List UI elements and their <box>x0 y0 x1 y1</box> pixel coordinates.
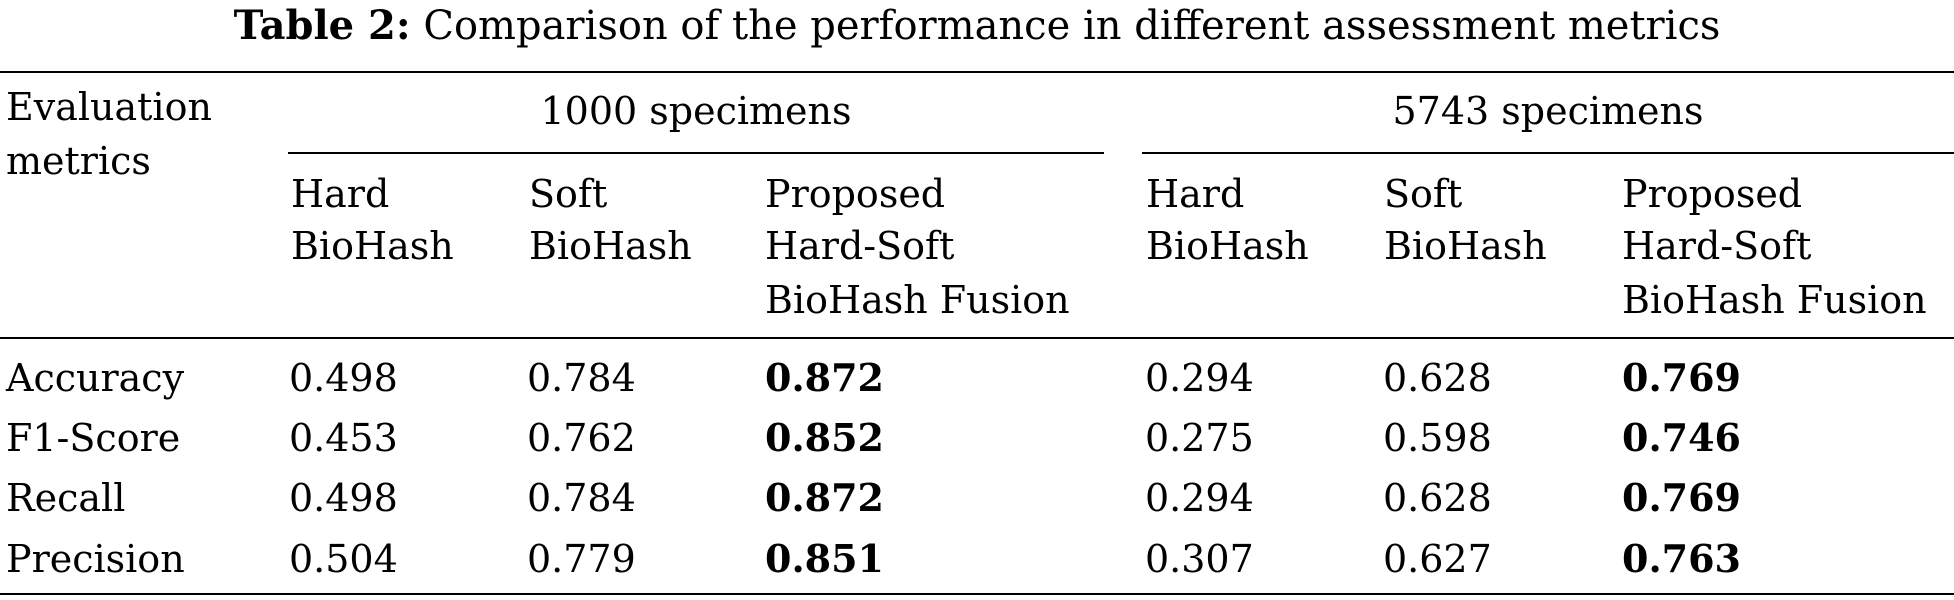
row-f1-proposed-1000: 0.852 <box>765 415 884 460</box>
col-header-proposed-5743-line-1: Proposed <box>1622 172 1803 216</box>
table-caption-label: Table 2: <box>233 2 411 49</box>
bottom-rule <box>0 593 1954 595</box>
col-header-proposed-1000-line-1: Proposed <box>765 172 946 216</box>
row-recall-hard-1000: 0.498 <box>289 476 398 520</box>
row-header-line-2: metrics <box>6 139 151 183</box>
col-header-hard-5743-line-2: BioHash <box>1146 224 1309 268</box>
col-header-soft-5743-line-1: Soft <box>1384 172 1463 216</box>
table-caption: Table 2: Comparison of the performance i… <box>0 0 1954 52</box>
row-recall-soft-1000: 0.784 <box>527 476 636 520</box>
col-header-hard-1000-line-2: BioHash <box>291 224 454 268</box>
row-precision-soft-5743: 0.627 <box>1383 537 1492 581</box>
row-f1-label: F1-Score <box>6 416 181 460</box>
row-recall-hard-5743: 0.294 <box>1145 476 1254 520</box>
group-rule-5743 <box>1142 152 1954 154</box>
col-header-hard-5743-line-1: Hard <box>1146 172 1245 216</box>
row-accuracy-proposed-5743: 0.769 <box>1622 355 1741 400</box>
col-header-soft-5743-line-2: BioHash <box>1384 224 1547 268</box>
row-f1-soft-5743: 0.598 <box>1383 416 1492 460</box>
row-accuracy-hard-1000: 0.498 <box>289 356 398 400</box>
group-header-1000: 1000 specimens <box>540 89 852 133</box>
col-header-soft-1000-line-2: BioHash <box>529 224 692 268</box>
row-accuracy-proposed-1000: 0.872 <box>765 355 884 400</box>
row-f1-hard-5743: 0.275 <box>1145 416 1254 460</box>
row-precision-label: Precision <box>6 537 185 581</box>
row-recall-proposed-1000: 0.872 <box>765 475 884 520</box>
row-f1-soft-1000: 0.762 <box>527 416 636 460</box>
row-header-line-1: Evaluation <box>6 85 212 129</box>
row-recall-proposed-5743: 0.769 <box>1622 475 1741 520</box>
col-header-soft-1000-line-1: Soft <box>529 172 608 216</box>
row-precision-proposed-5743: 0.763 <box>1622 536 1741 581</box>
row-recall-soft-5743: 0.628 <box>1383 476 1492 520</box>
group-rule-1000 <box>288 152 1104 154</box>
row-accuracy-label: Accuracy <box>6 356 185 400</box>
col-header-proposed-1000-line-2: Hard-Soft <box>765 224 955 268</box>
col-header-proposed-5743-line-3: BioHash Fusion <box>1622 278 1927 322</box>
row-precision-proposed-1000: 0.851 <box>765 536 884 581</box>
row-f1-hard-1000: 0.453 <box>289 416 398 460</box>
group-header-5743: 5743 specimens <box>1392 89 1704 133</box>
row-accuracy-soft-5743: 0.628 <box>1383 356 1492 400</box>
row-recall-label: Recall <box>6 476 126 520</box>
row-precision-hard-5743: 0.307 <box>1145 537 1254 581</box>
col-header-proposed-5743-line-2: Hard-Soft <box>1622 224 1812 268</box>
row-precision-soft-1000: 0.779 <box>527 537 636 581</box>
row-accuracy-hard-5743: 0.294 <box>1145 356 1254 400</box>
table-caption-text: Comparison of the performance in differe… <box>423 3 1721 49</box>
row-precision-hard-1000: 0.504 <box>289 537 398 581</box>
top-rule <box>0 71 1954 73</box>
col-header-hard-1000-line-1: Hard <box>291 172 390 216</box>
row-f1-proposed-5743: 0.746 <box>1622 415 1741 460</box>
row-accuracy-soft-1000: 0.784 <box>527 356 636 400</box>
col-header-proposed-1000-line-3: BioHash Fusion <box>765 278 1070 322</box>
header-bottom-rule <box>0 337 1954 339</box>
